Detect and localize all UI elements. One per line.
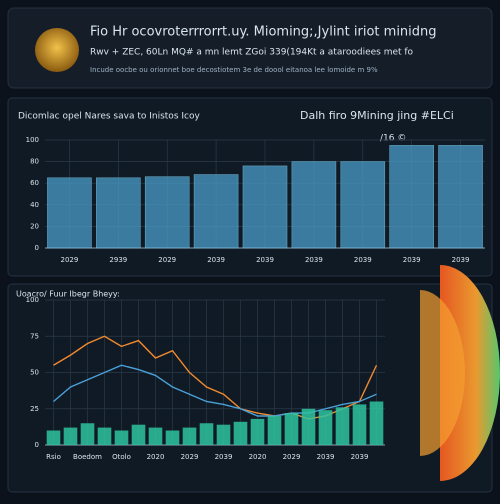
y-tick-label: 25	[30, 405, 39, 413]
gauge	[440, 265, 500, 481]
x-tick-label: Boedom	[73, 453, 102, 461]
y-tick-label: 80	[30, 158, 39, 166]
x-tick-label: 2039	[215, 453, 233, 461]
bar	[199, 423, 214, 445]
bar	[182, 427, 197, 445]
bar	[369, 401, 384, 445]
header-subtitle: Rwv + ZEC, 60Ln MQ# a mn lemt ZGoi 339(1…	[90, 48, 414, 58]
bar	[80, 423, 95, 445]
bar	[97, 427, 112, 445]
x-tick-label: 2039	[403, 256, 421, 264]
y-tick-label: 100	[26, 136, 39, 144]
header-note: Incude oocbe ou orionnet boe decostiotem…	[90, 66, 378, 74]
x-tick-label: 2020	[249, 453, 267, 461]
side-label: /16 ©	[380, 134, 406, 144]
logo	[35, 28, 79, 72]
bar	[63, 427, 78, 445]
x-tick-label: 2029	[283, 453, 301, 461]
bar	[144, 176, 190, 249]
bar	[340, 161, 386, 249]
bar	[165, 430, 180, 445]
bar	[216, 424, 231, 445]
y-tick-label: 0	[35, 441, 39, 449]
bar	[318, 410, 333, 445]
bar	[193, 174, 239, 249]
bar	[438, 145, 483, 249]
y-tick-label: 60	[30, 179, 39, 187]
x-tick-label: 2039	[256, 256, 274, 264]
x-tick-label: 2039	[452, 256, 470, 264]
x-tick-label: Otolo	[112, 453, 131, 461]
y-tick-label: 20	[30, 222, 39, 230]
x-tick-label: 2039	[317, 453, 335, 461]
x-tick-label: 2029	[181, 453, 199, 461]
bar	[352, 404, 367, 445]
x-tick-label: 2039	[354, 256, 372, 264]
chart-title: Uoacro/ Fuur Ibegr Bheyy:	[16, 290, 120, 299]
x-tick-label: 2029	[61, 256, 79, 264]
x-tick-label: 2029	[158, 256, 176, 264]
bar	[114, 430, 129, 445]
bar	[284, 413, 299, 445]
bar	[233, 421, 248, 445]
x-tick-label: 2939	[109, 256, 127, 264]
bar	[148, 427, 163, 445]
bar	[47, 177, 92, 249]
y-tick-label: 50	[30, 369, 39, 377]
x-tick-label: 2020	[147, 453, 165, 461]
header-title: Fio Hr ocovroterrrorrt.uy. Mioming;,Jyli…	[90, 25, 437, 40]
y-tick-label: 0	[35, 244, 39, 252]
annotation: Dalh firo 9Mining jing #ELCi	[300, 109, 454, 122]
y-tick-label: 40	[30, 201, 39, 209]
line	[53, 364, 377, 417]
x-tick-label: Rsio	[46, 453, 61, 461]
bar	[96, 177, 141, 249]
y-tick-label: 75	[30, 332, 39, 340]
bar	[131, 424, 146, 445]
bar	[335, 407, 350, 445]
bar	[250, 418, 265, 445]
x-tick-label: 2039	[305, 256, 323, 264]
bar	[389, 145, 434, 249]
bar	[267, 416, 282, 445]
x-tick-label: 2039	[207, 256, 225, 264]
bar	[301, 408, 316, 445]
bar	[46, 430, 61, 445]
header-panel	[7, 7, 493, 89]
chart-title: Dicomlac opel Nares sava to Inistos Icoy	[18, 112, 200, 122]
bar	[291, 161, 337, 249]
x-tick-label: 2039	[351, 453, 369, 461]
bar	[242, 165, 288, 249]
y-tick-label: 100	[26, 296, 39, 304]
gauge-inner	[420, 290, 465, 456]
